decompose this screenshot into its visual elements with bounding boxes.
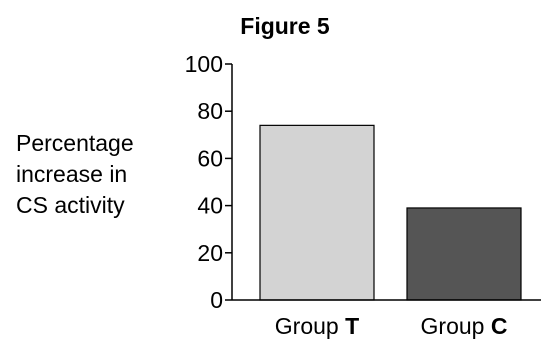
category-prefix: Group <box>421 313 491 339</box>
category-prefix: Group <box>275 313 345 339</box>
y-axis-label-line-2: increase in <box>16 161 127 187</box>
x-tick-label-group-t: Group T <box>275 313 359 339</box>
y-axis-label: Percentage increase in CS activity <box>16 130 134 218</box>
chart-title: Figure 5 <box>240 13 330 39</box>
axes <box>231 64 541 301</box>
x-tick-labels: Group T Group C <box>275 313 508 339</box>
y-tick-label: 20 <box>197 240 223 266</box>
y-tick-label: 40 <box>197 193 223 219</box>
bar-group-c <box>406 207 522 301</box>
x-tick-label-group-c: Group C <box>421 313 508 339</box>
y-tick-label: 60 <box>197 145 223 171</box>
bars <box>259 124 522 301</box>
bar-group-t <box>259 124 375 301</box>
y-axis-label-line-1: Percentage <box>16 130 134 156</box>
y-ticks: 0 20 40 60 80 100 <box>185 51 232 313</box>
y-axis-label-line-3: CS activity <box>16 192 125 218</box>
y-tick-label: 80 <box>197 98 223 124</box>
category-letter: T <box>345 313 359 339</box>
y-tick-label: 0 <box>210 287 223 313</box>
y-tick-label: 100 <box>185 51 223 77</box>
category-letter: C <box>491 313 508 339</box>
